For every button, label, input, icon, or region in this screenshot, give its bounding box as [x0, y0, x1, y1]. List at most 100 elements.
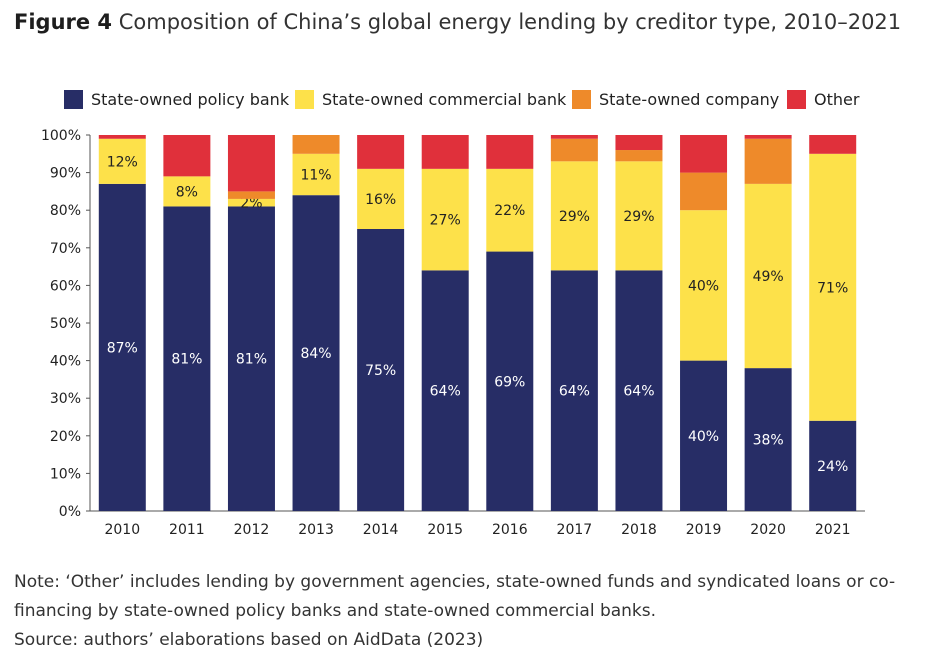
x-tick-label: 2018: [621, 522, 657, 538]
bar-segment-2021-s4: [809, 135, 857, 154]
data-label-2012-s1: 81%: [236, 352, 267, 368]
data-label-2020-s1: 38%: [753, 433, 784, 449]
data-label-2012-s2: 2%: [240, 196, 262, 212]
bar-segment-2020-s2: [744, 183, 792, 369]
bar-segment-2010-s2: [98, 138, 146, 184]
data-label-2021-s2: 71%: [817, 280, 848, 296]
bar-segment-2013-s3: [292, 135, 340, 154]
y-tick-label: 40%: [50, 354, 81, 370]
bar-segment-2011-s2: [163, 176, 211, 207]
legend-swatch-2: [295, 90, 314, 109]
data-label-2013-s2: 11%: [300, 167, 331, 183]
data-label-2021-s1: 24%: [817, 459, 848, 475]
source-text: Source: authors’ elaborations based on A…: [14, 630, 484, 650]
data-label-2010-s1: 87%: [107, 340, 138, 356]
data-label-2017-s2: 29%: [559, 209, 590, 225]
bar-segment-2018-s4: [615, 135, 663, 151]
x-tick-label: 2019: [686, 522, 722, 538]
legend-swatch-3: [572, 90, 591, 109]
bar-segment-2016-s2: [486, 168, 534, 252]
bar-segment-2016-s4: [486, 135, 534, 169]
bar-segment-2010-s4: [98, 135, 146, 139]
x-tick-label: 2021: [815, 522, 851, 538]
x-tick-label: 2013: [298, 522, 334, 538]
y-tick-label: 100%: [41, 128, 81, 144]
x-tick-label: 2015: [427, 522, 463, 538]
data-label-2017-s1: 64%: [559, 384, 590, 400]
data-label-2015-s2: 27%: [430, 213, 461, 229]
data-label-2011-s2: 8%: [176, 184, 198, 200]
bar-segment-2014-s2: [357, 168, 405, 229]
x-tick-label: 2010: [104, 522, 140, 538]
x-tick-label: 2016: [492, 522, 528, 538]
bar-segment-2011-s1: [163, 206, 211, 511]
data-label-2010-s2: 12%: [107, 154, 138, 170]
bar-segment-2020-s3: [744, 138, 792, 184]
bar-segment-2012-s3: [227, 191, 275, 199]
data-label-2016-s2: 22%: [494, 203, 525, 219]
y-tick-label: 60%: [50, 278, 81, 294]
x-tick-label: 2017: [557, 522, 593, 538]
data-label-2016-s1: 69%: [494, 374, 525, 390]
bar-segment-2014-s1: [357, 229, 405, 511]
data-label-2015-s1: 64%: [430, 384, 461, 400]
legend-label-1: State-owned policy bank: [91, 90, 290, 109]
figure-title-text: Composition of China’s global energy len…: [118, 10, 902, 34]
bar-segment-2018-s1: [615, 270, 663, 511]
bar-segment-2021-s2: [809, 153, 857, 421]
y-tick-label: 70%: [50, 241, 81, 257]
x-tick-label: 2011: [169, 522, 205, 538]
data-label-2020-s2: 49%: [753, 269, 784, 285]
y-tick-label: 90%: [50, 166, 81, 182]
bar-segment-2019-s4: [680, 135, 728, 173]
bar-segment-2020-s4: [744, 135, 792, 139]
data-label-2018-s2: 29%: [623, 209, 654, 225]
bar-segment-2019-s1: [680, 360, 728, 511]
y-tick-label: 20%: [50, 429, 81, 445]
x-tick-label: 2014: [363, 522, 399, 538]
figure-title: Figure 4 Composition of China’s global e…: [14, 10, 901, 34]
data-label-2019-s2: 40%: [688, 278, 719, 294]
figure-label: Figure 4: [14, 10, 113, 34]
data-label-2011-s1: 81%: [171, 352, 202, 368]
bar-segment-2018-s2: [615, 161, 663, 271]
data-label-2014-s1: 75%: [365, 363, 396, 379]
legend-label-4: Other: [814, 90, 860, 109]
bar-segment-2015-s2: [421, 168, 469, 271]
bar-segment-2019-s2: [680, 210, 728, 361]
bar-segment-2020-s1: [744, 368, 792, 511]
bar-segment-2018-s3: [615, 150, 663, 162]
bar-segment-2015-s1: [421, 270, 469, 511]
legend-label-2: State-owned commercial bank: [322, 90, 567, 109]
bar-segment-2012-s2: [227, 198, 275, 207]
bar-segment-2021-s1: [809, 420, 857, 511]
legend-swatch-4: [787, 90, 806, 109]
legend-label-3: State-owned company: [599, 90, 779, 109]
data-label-2013-s1: 84%: [300, 346, 331, 362]
y-tick-label: 0%: [59, 504, 81, 520]
y-tick-label: 10%: [50, 466, 81, 482]
note-text: Note: ‘Other’ includes lending by govern…: [14, 572, 896, 621]
x-tick-label: 2012: [234, 522, 270, 538]
data-label-2018-s1: 64%: [623, 384, 654, 400]
bar-segment-2012-s1: [227, 206, 275, 511]
bar-segment-2017-s3: [550, 138, 598, 162]
y-tick-label: 80%: [50, 203, 81, 219]
bar-segment-2013-s1: [292, 195, 340, 511]
bar-segment-2017-s2: [550, 161, 598, 271]
data-label-2019-s1: 40%: [688, 429, 719, 445]
x-tick-label: 2020: [750, 522, 786, 538]
bar-segment-2011-s4: [163, 135, 211, 177]
legend-swatch-1: [64, 90, 83, 109]
figure-notes: Note: ‘Other’ includes lending by govern…: [14, 568, 929, 655]
bar-segment-2017-s4: [550, 135, 598, 139]
bar-segment-2019-s3: [680, 172, 728, 211]
bar-segment-2012-s4: [227, 135, 275, 192]
stacked-bar-chart: State-owned policy bank State-owned comme…: [41, 90, 865, 538]
bar-segment-2017-s1: [550, 270, 598, 511]
data-label-2014-s2: 16%: [365, 192, 396, 208]
bar-segment-2016-s1: [486, 251, 534, 511]
bar-segment-2015-s4: [421, 135, 469, 169]
y-tick-label: 50%: [50, 316, 81, 332]
bar-segment-2014-s4: [357, 135, 405, 169]
